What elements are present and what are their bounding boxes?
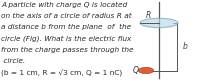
Text: (b = 1 cm, R = √3 cm, Q = 1 nC): (b = 1 cm, R = √3 cm, Q = 1 nC) <box>1 70 122 77</box>
Text: circle (Fig). What is the electric flux: circle (Fig). What is the electric flux <box>1 36 131 42</box>
Ellipse shape <box>140 18 178 28</box>
Text: Q: Q <box>133 66 139 75</box>
Text: on the axis of a circle of radius R at: on the axis of a circle of radius R at <box>1 13 132 19</box>
Text: R: R <box>146 11 151 20</box>
Text: a distance b from the plane  of  the: a distance b from the plane of the <box>1 24 131 30</box>
Text: A particle with charge Q is located: A particle with charge Q is located <box>1 2 127 8</box>
Text: circle.: circle. <box>1 58 25 64</box>
Circle shape <box>138 67 154 74</box>
Text: b: b <box>183 42 188 51</box>
Text: from the charge passes through the: from the charge passes through the <box>1 47 134 53</box>
